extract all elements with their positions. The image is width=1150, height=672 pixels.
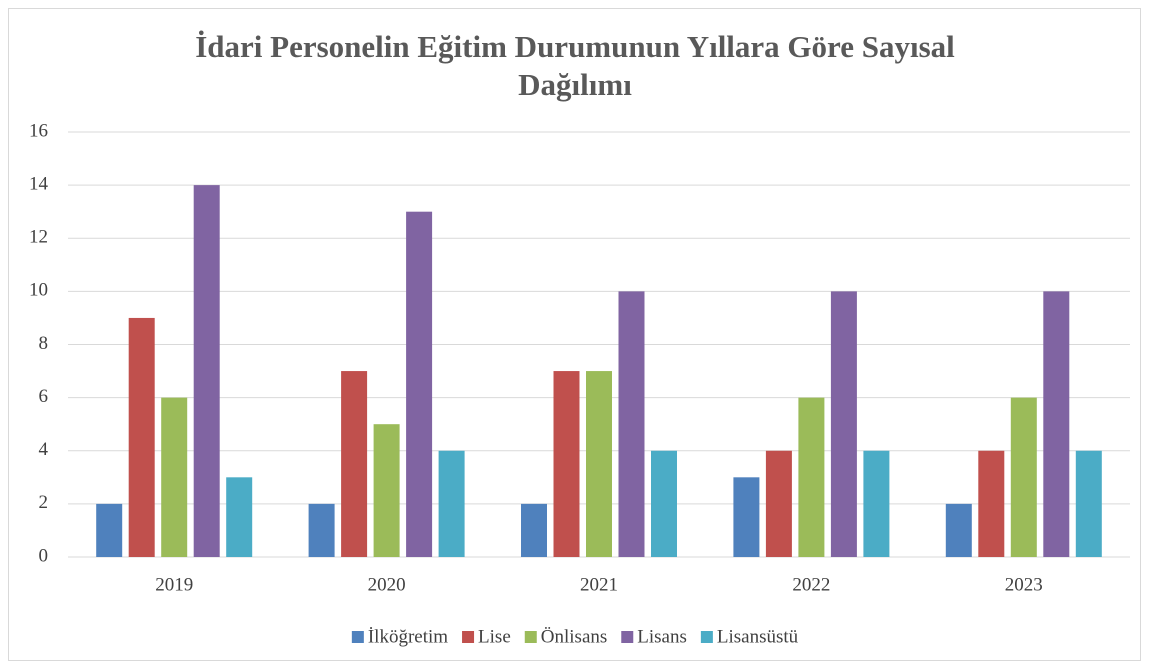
legend-label: Önlisans: [541, 626, 608, 647]
bar: [830, 291, 857, 557]
legend-label: Lise: [478, 626, 511, 647]
legend-swatch: [351, 631, 364, 643]
bar: [765, 450, 792, 557]
y-tick-label: 2: [39, 492, 49, 513]
y-tick-label: 8: [39, 333, 49, 354]
bar: [1043, 291, 1070, 557]
bar: [341, 371, 368, 557]
bar: [226, 477, 253, 557]
bar: [193, 185, 220, 557]
bar: [586, 371, 612, 557]
chart-border: [8, 8, 1141, 661]
legend-label: Lisans: [637, 626, 687, 647]
x-tick-label: 2019: [155, 574, 193, 595]
legend-swatch: [700, 631, 713, 643]
y-tick-label: 14: [29, 173, 49, 194]
y-tick-label: 0: [39, 545, 49, 566]
x-tick-label: 2022: [792, 574, 830, 595]
y-tick-label: 10: [29, 280, 48, 301]
bar: [128, 317, 155, 557]
y-tick-label: 12: [29, 227, 48, 248]
legend-label: İlköğretim: [368, 626, 448, 647]
legend-swatch: [462, 631, 475, 643]
x-tick-label: 2021: [580, 574, 618, 595]
y-tick-label: 16: [29, 120, 48, 141]
bar: [373, 424, 400, 557]
y-tick-label: 6: [39, 386, 49, 407]
bar: [406, 211, 433, 557]
bar: [96, 503, 123, 557]
bar: [798, 397, 825, 557]
bar: [521, 503, 547, 557]
bar: [618, 291, 645, 557]
bar: [308, 503, 335, 557]
x-tick-label: 2023: [1005, 574, 1043, 595]
chart-title: Dağılımı: [518, 67, 632, 102]
bar: [1075, 450, 1102, 557]
bar: [733, 477, 760, 557]
x-tick-label: 2020: [368, 574, 406, 595]
chart-title: İdari Personelin Eğitim Durumunun Yıllar…: [195, 29, 955, 64]
bar: [945, 503, 972, 557]
bar: [863, 450, 890, 557]
legend-swatch: [621, 631, 634, 643]
legend-swatch: [524, 631, 537, 643]
bar: [651, 450, 677, 557]
bar: [553, 371, 580, 557]
bar: [161, 397, 188, 557]
legend-label: Lisansüstü: [717, 626, 799, 647]
y-tick-label: 4: [39, 439, 49, 460]
bar: [978, 450, 1005, 557]
bar: [1010, 397, 1037, 557]
bar: [438, 450, 465, 557]
